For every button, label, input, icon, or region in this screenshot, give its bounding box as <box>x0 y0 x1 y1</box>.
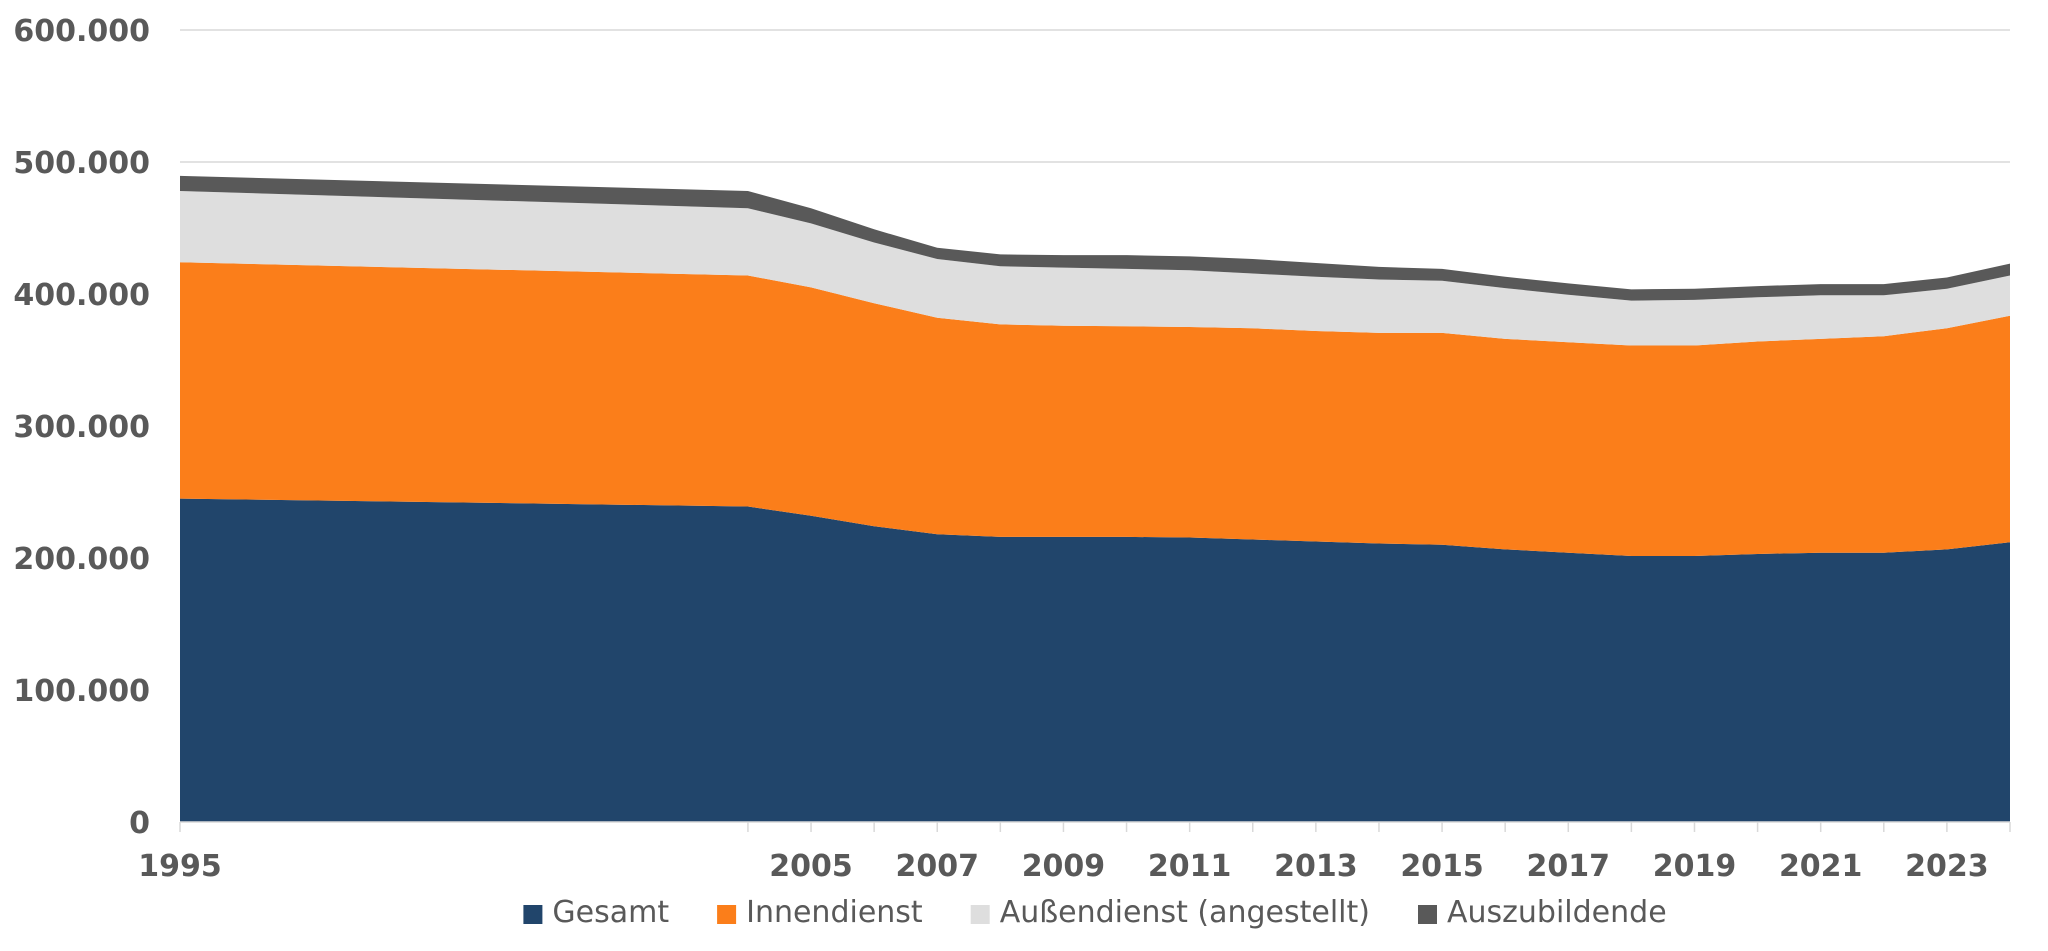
legend: Gesamt Innendienst Außendienst (angestellt… <box>523 895 1667 930</box>
x-tick-label: 2019 <box>1653 849 1737 884</box>
x-axis: 1995 2005 2007 2009 2011 2013 2015 2017 2019 2021… <box>138 821 2011 884</box>
legend-swatch <box>717 905 737 924</box>
legend-label: Innendienst <box>746 895 923 930</box>
legend-item: Auszubildende <box>1418 895 1667 930</box>
area-series <box>180 175 2010 822</box>
x-tick-label: 2009 <box>1022 849 1106 884</box>
legend-swatch <box>523 905 543 924</box>
y-axis: 0 100.000 200.000 300.000 400.000 500.000 600.… <box>13 14 150 841</box>
x-tick-label: 2011 <box>1148 849 1232 884</box>
x-tick-label: 2005 <box>769 849 853 884</box>
y-tick-label: 600.000 <box>13 14 150 49</box>
legend-swatch <box>1418 905 1437 924</box>
y-tick-label: 500.000 <box>13 146 150 181</box>
legend-label: Außendienst (angestellt) <box>1000 895 1370 930</box>
area-auszubildende <box>180 175 2010 301</box>
legend-item: Innendienst <box>717 895 923 930</box>
x-tick-label: 2023 <box>1905 849 1989 884</box>
legend-label: Auszubildende <box>1447 895 1667 930</box>
legend-item: Außendienst (angestellt) <box>970 895 1370 930</box>
x-tick-label: 1995 <box>138 849 222 884</box>
y-tick-label: 100.000 <box>13 674 150 709</box>
x-tick-label: 2013 <box>1274 849 1358 884</box>
legend-swatch <box>970 905 990 924</box>
legend-item: Gesamt <box>523 895 669 930</box>
x-tick-label: 2007 <box>895 849 979 884</box>
y-tick-label: 0 <box>129 806 150 841</box>
x-tick-label: 2015 <box>1400 849 1484 884</box>
y-tick-label: 400.000 <box>13 278 150 313</box>
legend-label: Gesamt <box>552 895 669 930</box>
x-tick-label: 2021 <box>1779 849 1863 884</box>
y-tick-label: 300.000 <box>13 410 150 445</box>
area-innendienst <box>180 262 2010 556</box>
x-tick-label: 2017 <box>1527 849 1611 884</box>
area-gesamt <box>180 498 2010 822</box>
y-tick-label: 200.000 <box>13 542 150 577</box>
